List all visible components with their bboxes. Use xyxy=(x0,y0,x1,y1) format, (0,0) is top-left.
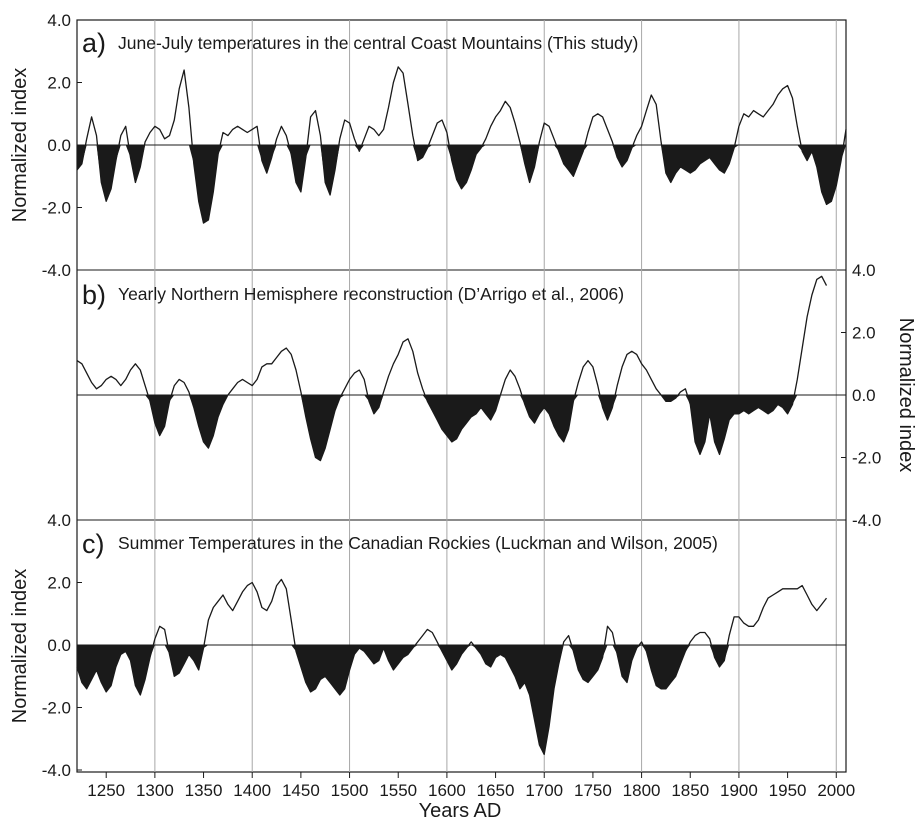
ylabel-panel-c: Normalized index xyxy=(9,569,31,724)
panel-c-series-line xyxy=(76,578,828,756)
panel-c-title: Summer Temperatures in the Canadian Rock… xyxy=(118,533,718,553)
xtick-label: 1750 xyxy=(574,781,612,800)
ytick-label: -2.0 xyxy=(42,199,71,218)
xtick-label: 1350 xyxy=(185,781,223,800)
xtick-label: 1850 xyxy=(671,781,709,800)
ytick-label: 0.0 xyxy=(852,386,876,405)
ylabel-panel-a: Normalized index xyxy=(9,68,31,223)
xlabel: Years AD xyxy=(419,800,502,822)
y-tick-labels: 4.0 2.0 0.0 -2.0 -4.0 4.0 2.0 0.0 -2.0 -4.0 4.0 2.0… xyxy=(42,11,882,780)
xtick-label: 1900 xyxy=(720,781,758,800)
panel-b-title: Yearly Northern Hemisphere reconstructio… xyxy=(118,284,624,304)
ytick-label: 4.0 xyxy=(47,11,71,30)
xtick-label: 1600 xyxy=(428,781,466,800)
panel-c-negative-fill xyxy=(77,645,827,755)
xtick-label: 1400 xyxy=(233,781,271,800)
xtick-label: 1800 xyxy=(623,781,661,800)
panel-a-negative-fill xyxy=(77,145,846,224)
ytick-label: 4.0 xyxy=(47,511,71,530)
x-ticks: 1250 1300 1350 1400 1450 1500 1550 1600 1650 1700… xyxy=(87,772,855,800)
xtick-label: 1500 xyxy=(331,781,369,800)
ytick-label: 2.0 xyxy=(852,324,876,343)
panel-b-negative-fill xyxy=(77,395,827,461)
panel-a-title: June-July temperatures in the central Co… xyxy=(118,33,638,53)
ytick-label: 0.0 xyxy=(47,636,71,655)
panel-b-letter: b) xyxy=(82,280,106,310)
ytick-label: -2.0 xyxy=(42,699,71,718)
xtick-label: 1650 xyxy=(477,781,515,800)
panel-c-letter: c) xyxy=(82,529,105,559)
panel-a xyxy=(76,66,847,224)
xtick-label: 1950 xyxy=(769,781,807,800)
ylabel-panel-b: Normalized index xyxy=(895,318,917,473)
xtick-label: 2000 xyxy=(817,781,855,800)
panel-a-series-line xyxy=(76,66,847,224)
ytick-label: -4.0 xyxy=(42,261,71,280)
plot-frame xyxy=(76,19,847,773)
xtick-label: 1550 xyxy=(379,781,417,800)
ytick-label: 4.0 xyxy=(852,261,876,280)
ytick-label: -4.0 xyxy=(852,511,881,530)
xtick-label: 1700 xyxy=(525,781,563,800)
ytick-label: -2.0 xyxy=(852,449,881,468)
panel-c xyxy=(76,578,846,756)
panel-b xyxy=(76,275,846,462)
xtick-label: 1450 xyxy=(282,781,320,800)
ytick-label: 2.0 xyxy=(47,74,71,93)
ytick-label: 0.0 xyxy=(47,136,71,155)
xtick-label: 1250 xyxy=(87,781,125,800)
xtick-label: 1300 xyxy=(136,781,174,800)
ytick-label: -4.0 xyxy=(42,761,71,780)
panel-b-series-line xyxy=(76,275,828,462)
panel-a-letter: a) xyxy=(82,28,106,58)
ytick-label: 2.0 xyxy=(47,574,71,593)
